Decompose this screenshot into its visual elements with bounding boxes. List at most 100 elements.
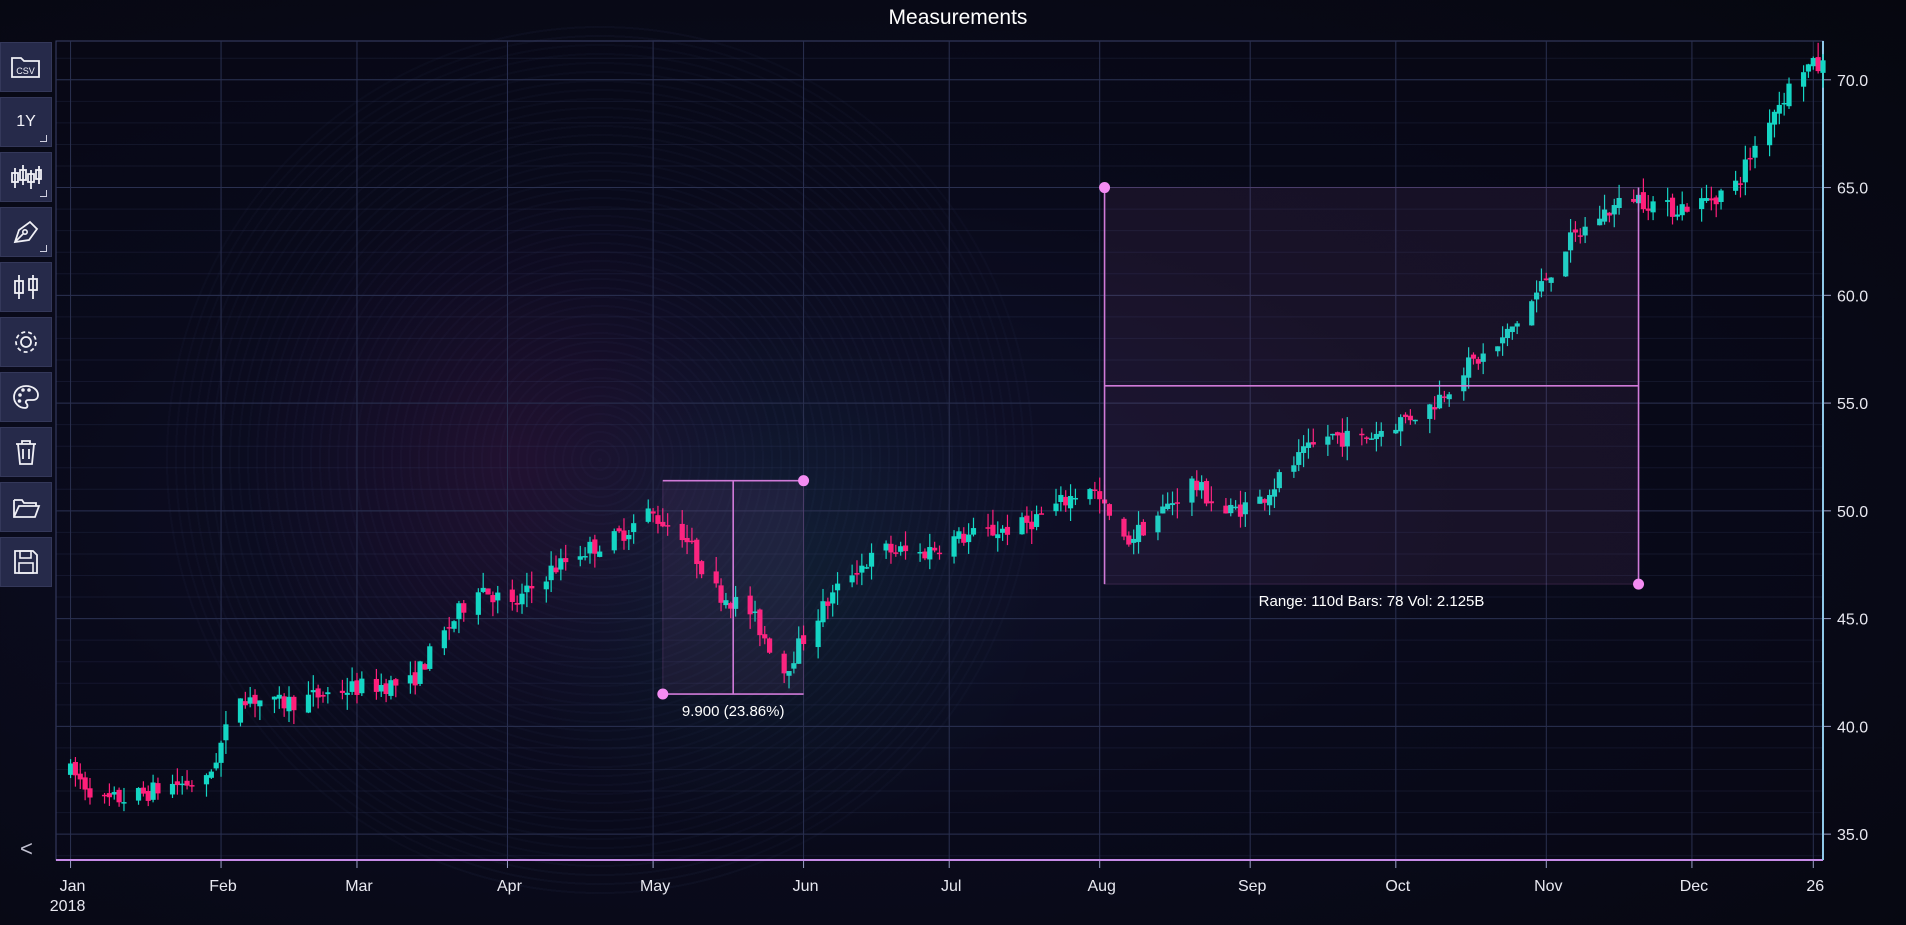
candle bbox=[781, 650, 787, 684]
candle-body bbox=[145, 790, 151, 801]
candle bbox=[1291, 456, 1297, 478]
import-csv-button[interactable]: CSV bbox=[0, 42, 52, 92]
candle-body bbox=[1480, 353, 1486, 362]
candle bbox=[597, 545, 603, 558]
candle-body bbox=[713, 571, 719, 584]
measurement-tool[interactable]: Range: 110d Bars: 78 Vol: 2.125B bbox=[1099, 182, 1645, 610]
candle-body bbox=[213, 762, 219, 769]
drawing-tools-button[interactable] bbox=[0, 207, 52, 257]
candle bbox=[1393, 423, 1399, 435]
candle-body bbox=[1597, 218, 1603, 226]
candle-body bbox=[951, 536, 957, 557]
candle bbox=[1718, 188, 1724, 210]
candle-body bbox=[475, 592, 481, 615]
candle-body bbox=[1674, 214, 1680, 217]
timeframe-button[interactable]: 1Y bbox=[0, 97, 52, 147]
candle bbox=[1126, 531, 1132, 547]
candle-body bbox=[679, 523, 685, 541]
candle-body bbox=[1538, 281, 1545, 292]
candle bbox=[106, 783, 112, 806]
candle-body bbox=[1577, 235, 1583, 237]
palette-icon bbox=[13, 385, 39, 409]
candle-body bbox=[252, 694, 258, 704]
theme-button[interactable] bbox=[0, 372, 52, 422]
candle-body bbox=[1432, 407, 1438, 410]
folder-open-icon bbox=[13, 499, 41, 518]
candle-body bbox=[106, 793, 112, 798]
candle bbox=[490, 591, 496, 617]
candle bbox=[67, 759, 74, 779]
candle-body bbox=[480, 587, 486, 592]
candle-body bbox=[72, 761, 79, 776]
candle bbox=[611, 528, 617, 554]
candle bbox=[72, 757, 79, 787]
candle-body bbox=[1495, 346, 1501, 352]
candle bbox=[422, 662, 428, 670]
candle-body bbox=[966, 534, 972, 543]
candle-series bbox=[67, 42, 1826, 812]
candle bbox=[1504, 323, 1511, 347]
candle bbox=[1650, 196, 1656, 221]
candle-body bbox=[834, 583, 841, 591]
candle bbox=[1398, 414, 1404, 446]
candlestick-button[interactable] bbox=[0, 262, 52, 312]
candle bbox=[121, 787, 127, 812]
measurement-tool[interactable]: 9.900 (23.86%) bbox=[657, 475, 810, 720]
candle bbox=[407, 661, 413, 694]
candle bbox=[1800, 65, 1807, 102]
candle bbox=[441, 626, 447, 656]
candle bbox=[519, 583, 525, 614]
candle-body bbox=[271, 696, 278, 700]
candle bbox=[1548, 277, 1554, 292]
x-tick-label: Mar bbox=[345, 878, 373, 895]
candle-body bbox=[1601, 209, 1608, 222]
candle bbox=[1257, 489, 1263, 504]
candle bbox=[1004, 514, 1011, 546]
gear-icon bbox=[15, 331, 37, 353]
candle bbox=[631, 514, 637, 544]
candle bbox=[728, 601, 734, 619]
candle-body bbox=[956, 531, 962, 539]
candle-body bbox=[868, 552, 875, 567]
candle-body bbox=[1359, 433, 1365, 436]
candle bbox=[1359, 428, 1365, 446]
candle bbox=[1495, 346, 1501, 357]
candle bbox=[145, 785, 151, 807]
candle-body bbox=[1121, 518, 1127, 537]
clear-button[interactable] bbox=[0, 427, 52, 477]
candle-body bbox=[174, 781, 180, 786]
candle bbox=[359, 671, 365, 697]
candle bbox=[893, 544, 899, 557]
candle-body bbox=[665, 525, 671, 527]
candle bbox=[82, 771, 88, 801]
candle-body bbox=[558, 558, 564, 570]
series-type-button[interactable] bbox=[0, 152, 52, 202]
candle bbox=[1742, 145, 1748, 196]
candle-body bbox=[1106, 504, 1113, 516]
candle-body bbox=[325, 692, 331, 695]
settings-button[interactable] bbox=[0, 317, 52, 367]
candle-body bbox=[936, 552, 943, 555]
candle bbox=[140, 781, 146, 797]
save-button[interactable] bbox=[0, 537, 52, 587]
candle-body bbox=[310, 690, 316, 693]
candle bbox=[1684, 203, 1690, 213]
candle-body bbox=[898, 546, 904, 552]
open-button[interactable] bbox=[0, 482, 52, 532]
candle bbox=[825, 597, 831, 620]
candle-body bbox=[1072, 497, 1079, 500]
candle bbox=[1364, 436, 1370, 444]
candle-body bbox=[922, 551, 928, 559]
candle bbox=[1092, 481, 1098, 499]
candle bbox=[1135, 511, 1142, 554]
candle bbox=[1509, 326, 1515, 340]
candle bbox=[495, 585, 501, 614]
collapse-toolbar-button[interactable]: < bbox=[20, 836, 33, 861]
candle-body bbox=[184, 780, 190, 786]
candle-body bbox=[597, 551, 603, 557]
candle bbox=[184, 770, 190, 790]
candle bbox=[388, 675, 394, 700]
candle bbox=[951, 530, 957, 564]
candle bbox=[1767, 109, 1773, 157]
